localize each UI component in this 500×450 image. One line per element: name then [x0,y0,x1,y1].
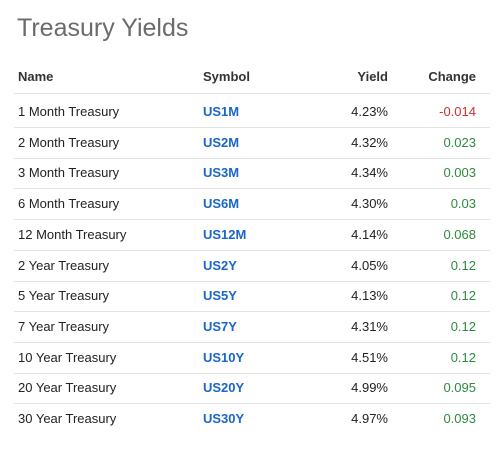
symbol-link[interactable]: US20Y [203,380,245,396]
change-cell: 0.023 [443,134,476,150]
yield-cell: 4.51% [351,349,388,365]
row-separator [14,127,490,128]
yield-cell: 4.13% [351,288,388,304]
change-cell: 0.095 [443,380,476,396]
change-cell: 0.12 [450,349,476,365]
row-separator [14,341,490,343]
change-cell: 0.003 [443,165,476,181]
column-header: Change [428,69,476,84]
name-cell: 2 Month Treasury [18,134,120,150]
yield-cell: 4.34% [351,165,388,181]
name-cell: 5 Year Treasury [18,288,110,304]
row-separator [14,311,490,313]
row-separator [14,403,490,405]
symbol-link[interactable]: US2Y [203,257,237,273]
row-separator [14,219,490,221]
yield-cell: 4.30% [351,196,388,212]
change-cell: 0.12 [450,318,476,334]
change-cell: 0.093 [443,411,476,426]
symbol-link[interactable]: US10Y [203,349,245,365]
change-cell: 0.12 [450,257,476,273]
change-cell: -0.014 [439,104,476,119]
yield-cell: 4.97% [351,411,388,426]
name-cell: 30 Year Treasury [18,411,117,426]
name-cell: 2 Year Treasury [18,257,110,273]
change-cell: 0.068 [443,226,476,242]
symbol-link[interactable]: US30Y [203,411,245,426]
row-separator [14,157,490,159]
column-header: Name [18,69,54,84]
title: Treasury Yields [17,14,189,42]
row-separator [14,280,490,282]
yield-cell: 4.32% [351,134,388,150]
header-separator [14,93,490,94]
change-cell: 0.12 [450,288,476,304]
symbol-link[interactable]: US7Y [203,318,237,334]
yield-cell: 4.31% [351,318,388,334]
symbol-link[interactable]: US2M [203,134,240,150]
row-separator [14,249,490,251]
symbol-link[interactable]: US12M [203,226,247,242]
yield-cell: 4.23% [351,104,388,119]
name-cell: 3 Month Treasury [18,165,120,181]
yield-cell: 4.05% [351,257,388,273]
name-cell: 6 Month Treasury [18,196,120,212]
column-header: Yield [357,69,388,84]
column-header: Symbol [203,69,250,84]
name-cell: 7 Year Treasury [18,318,110,334]
symbol-link[interactable]: US1M [203,104,240,119]
name-cell: 1 Month Treasury [18,104,120,119]
symbol-link[interactable]: US5Y [203,288,237,304]
yield-cell: 4.14% [351,226,388,242]
row-separator [14,188,490,190]
row-separator [14,372,490,374]
change-cell: 0.03 [450,196,476,212]
symbol-link[interactable]: US3M [203,165,240,181]
yield-cell: 4.99% [351,380,388,396]
name-cell: 12 Month Treasury [18,226,127,242]
name-cell: 10 Year Treasury [18,349,117,365]
name-cell: 20 Year Treasury [18,380,117,396]
symbol-link[interactable]: US6M [203,196,240,212]
